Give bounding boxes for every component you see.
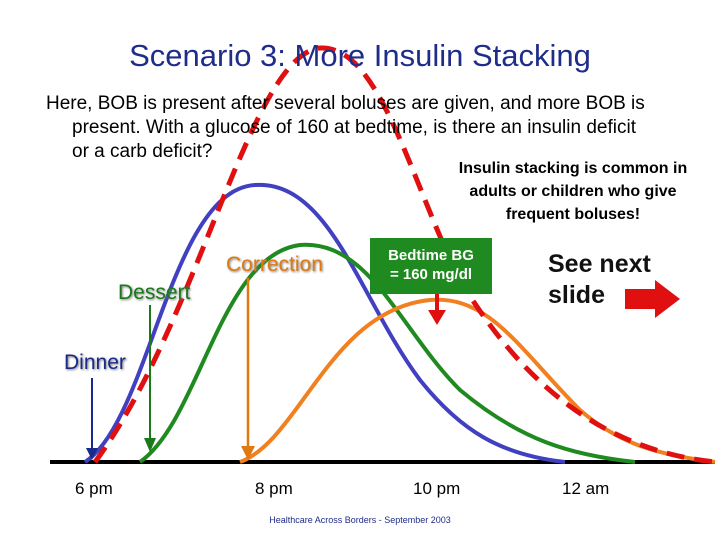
dinner-arrowhead: [86, 448, 98, 460]
bedtime-bg-box: Bedtime BG = 160 mg/dl: [370, 238, 492, 294]
correction-curve: [239, 297, 716, 464]
body-line-1: Here, BOB is present after several bolus…: [46, 93, 645, 114]
dessert-curve: [138, 242, 636, 464]
tick-12am: 12 am: [562, 479, 610, 498]
dessert-label: Dessert: [118, 281, 191, 304]
correction-arrowhead: [241, 446, 255, 460]
body-line-3: or a carb deficit?: [72, 141, 213, 162]
dessert-arrowhead: [144, 438, 156, 452]
insulin-stacking-note: Insulin stacking is common in adults or …: [458, 160, 688, 223]
bedtime-line-1: Bedtime BG: [388, 247, 474, 264]
tick-6pm: 6 pm: [75, 479, 113, 498]
dinner-curve: [83, 182, 566, 464]
tick-8pm: 8 pm: [255, 479, 293, 498]
see-next-line-2: slide: [548, 281, 605, 309]
body-line-2: present. With a glucose of 160 at bedtim…: [72, 117, 636, 138]
tick-10pm: 10 pm: [413, 479, 461, 498]
see-next-line-1: See next: [548, 250, 651, 278]
body-text: Here, BOB is present after several bolus…: [46, 92, 696, 164]
right-arrow-icon[interactable]: [625, 280, 680, 318]
see-next-slide-link[interactable]: See next slide: [548, 249, 651, 311]
dinner-label: Dinner: [64, 351, 126, 374]
slide-title: Scenario 3: More Insulin Stacking: [129, 38, 591, 73]
correction-label: Correction: [226, 253, 323, 276]
bedtime-arrowhead: [428, 310, 446, 325]
footer-text: Healthcare Across Borders - September 20…: [269, 515, 451, 525]
bedtime-line-2: = 160 mg/dl: [389, 266, 473, 283]
